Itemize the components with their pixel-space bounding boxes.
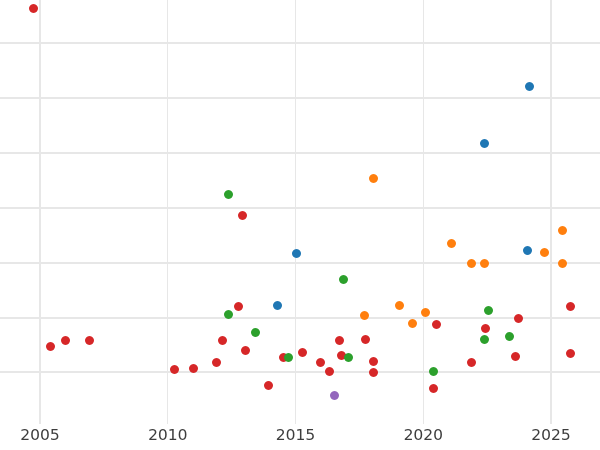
scatter-point-orange — [394, 300, 404, 310]
scatter-point-purple — [329, 390, 339, 400]
scatter-point-red — [480, 323, 490, 333]
scatter-point-green — [483, 305, 493, 315]
x-tick-label: 2015 — [275, 426, 316, 444]
scatter-point-red — [28, 3, 38, 13]
scatter-point-blue — [291, 248, 301, 258]
scatter-point-red — [510, 351, 520, 361]
scatter-point-green — [504, 331, 514, 341]
scatter-point-red — [565, 348, 575, 358]
scatter-point-orange — [479, 258, 489, 268]
scatter-point-orange — [359, 310, 369, 320]
scatter-point-green — [338, 274, 348, 284]
scatter-point-red — [431, 319, 441, 329]
scatter-point-red — [324, 366, 334, 376]
scatter-point-red — [211, 357, 221, 367]
scatter-point-orange — [539, 247, 549, 257]
vertical-gridline — [422, 0, 424, 424]
scatter-point-red — [45, 341, 55, 351]
scatter-point-red — [334, 335, 344, 345]
scatter-point-red — [466, 357, 476, 367]
x-tick-label: 2020 — [403, 426, 444, 444]
scatter-point-red — [84, 335, 94, 345]
scatter-point-red — [336, 350, 346, 360]
scatter-point-blue — [524, 81, 534, 91]
scatter-point-orange — [466, 258, 476, 268]
scatter-point-red — [237, 210, 247, 220]
scatter-point-red — [188, 363, 198, 373]
scatter-point-red — [565, 301, 575, 311]
scatter-point-red — [368, 367, 378, 377]
scatter-point-red — [233, 301, 243, 311]
scatter-point-orange — [368, 173, 378, 183]
scatter-point-orange — [407, 318, 417, 328]
scatter-point-red — [169, 364, 179, 374]
scatter-point-orange — [420, 307, 430, 317]
scatter-point-blue — [272, 300, 282, 310]
scatter-point-green — [223, 189, 233, 199]
horizontal-gridline — [0, 152, 600, 154]
scatter-point-green — [223, 309, 233, 319]
scatter-point-red — [428, 383, 438, 393]
scatter-point-red — [360, 334, 370, 344]
scatter-point-red — [217, 335, 227, 345]
scatter-point-green — [343, 352, 353, 362]
scatter-point-red — [513, 313, 523, 323]
x-tick-label: 2025 — [531, 426, 571, 444]
x-tick-label: 2010 — [148, 426, 188, 444]
horizontal-gridline — [0, 207, 600, 209]
horizontal-gridline — [0, 317, 600, 319]
x-tick-label: 2005 — [20, 426, 60, 444]
scatter-point-orange — [557, 225, 567, 235]
scatter-point-red — [315, 357, 325, 367]
scatter-point-green — [428, 366, 438, 376]
scatter-point-orange — [446, 238, 456, 248]
horizontal-gridline — [0, 42, 600, 44]
scatter-point-blue — [522, 245, 532, 255]
scatter-point-red — [240, 345, 250, 355]
scatter-point-red — [368, 356, 378, 366]
scatter-point-red — [297, 347, 307, 357]
horizontal-gridline — [0, 97, 600, 99]
vertical-gridline — [294, 0, 297, 424]
scatter-point-green — [283, 352, 293, 362]
scatter-point-orange — [557, 258, 567, 268]
scatter-point-red — [263, 380, 273, 390]
scatter-point-green — [479, 334, 489, 344]
scatter-point-red — [278, 352, 288, 362]
vertical-gridline — [39, 0, 41, 424]
horizontal-gridline — [0, 262, 600, 264]
scatter-point-blue — [479, 138, 489, 148]
scatter-point-red — [60, 335, 70, 345]
vertical-gridline — [167, 0, 169, 424]
scatter-point-green — [250, 327, 260, 337]
vertical-gridline — [550, 0, 552, 424]
horizontal-gridline — [0, 371, 600, 373]
